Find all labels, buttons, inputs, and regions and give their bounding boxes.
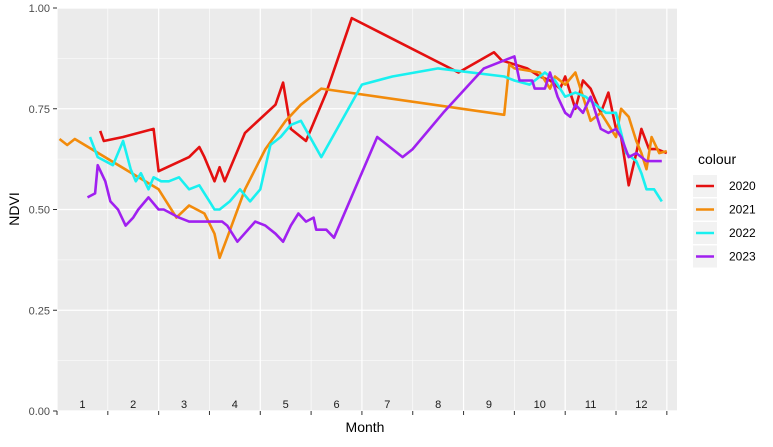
x-tick-label: 6 <box>333 399 339 411</box>
x-tick-label: 3 <box>181 399 187 411</box>
series-line-2021 <box>58 63 668 260</box>
y-axis-label: NDVI <box>6 192 22 225</box>
x-tick-label: 11 <box>585 399 596 411</box>
legend-label-2021: 2021 <box>729 203 756 217</box>
x-tick-label: 2 <box>130 399 136 411</box>
legend-title: colour <box>698 151 736 167</box>
x-tick-label: 1 <box>79 399 85 411</box>
series-line-2022 <box>88 67 663 211</box>
legend-label-2023: 2023 <box>729 250 756 264</box>
y-tick-label: 0.75 <box>29 104 50 116</box>
y-axis-ticks: 0.00 0.25 0.50 0.75 1.00 <box>29 3 57 418</box>
legend-label-2020: 2020 <box>729 179 756 193</box>
x-tick-label: 7 <box>384 399 390 411</box>
legend: colour 2020 2021 2022 2023 <box>693 151 756 268</box>
y-tick-label: 1.00 <box>29 3 50 15</box>
x-axis-label: Month <box>346 419 385 435</box>
y-tick-label: 0.50 <box>29 205 50 217</box>
series-line-2023 <box>86 55 662 243</box>
y-tick-label: 0.25 <box>29 305 50 317</box>
series-layer <box>58 16 668 260</box>
legend-label-2022: 2022 <box>729 226 756 240</box>
x-tick-label: 12 <box>635 399 647 411</box>
x-tick-label: 5 <box>283 399 289 411</box>
y-tick-label: 0.00 <box>29 406 50 418</box>
x-tick-label: 10 <box>534 399 546 411</box>
x-tick-label: 9 <box>486 399 492 411</box>
x-tick-label: 4 <box>232 399 238 411</box>
x-tick-labels: 1 2 3 4 5 6 7 8 9 10 11 12 <box>56 399 668 415</box>
x-tick-label: 8 <box>435 399 441 411</box>
